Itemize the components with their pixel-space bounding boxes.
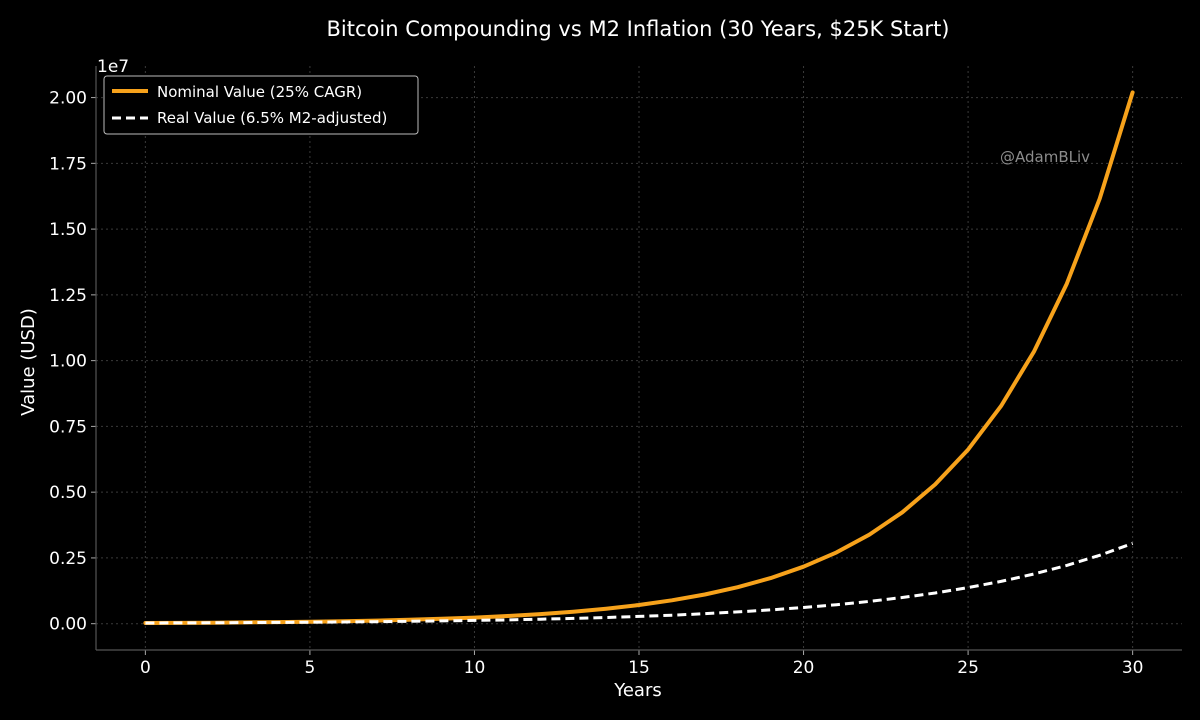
chart-title: Bitcoin Compounding vs M2 Inflation (30 … xyxy=(327,17,950,41)
y-tick-label: 1.25 xyxy=(49,286,87,306)
series-lines xyxy=(143,90,1135,625)
y-tick-label: 2.00 xyxy=(49,89,87,109)
y-tick-label: 1.75 xyxy=(49,154,87,174)
x-axis-label: Years xyxy=(613,680,662,701)
legend-label-real: Real Value (6.5% M2-adjusted) xyxy=(157,109,387,127)
x-tick-label: 15 xyxy=(628,658,650,678)
series-line-real xyxy=(145,541,1134,625)
y-axis-label: Value (USD) xyxy=(18,308,39,416)
axes: 0 5 10 15 20 25 30 0.00 0.25 0.50 0.75 1.00 1.25 1.50… xyxy=(49,66,1182,678)
y-tick-label: 1.50 xyxy=(49,220,87,240)
y-tick-label: 0.75 xyxy=(49,417,87,437)
series-line-nominal xyxy=(143,90,1135,625)
x-tick-label: 5 xyxy=(304,658,315,678)
y-tick-label: 1.00 xyxy=(49,352,87,372)
legend-box xyxy=(103,75,419,135)
x-tick-label: 10 xyxy=(464,658,486,678)
x-tick-label: 20 xyxy=(793,658,815,678)
y-tick-label: 0.25 xyxy=(49,549,87,569)
legend-label-nominal: Nominal Value (25% CAGR) xyxy=(157,83,362,101)
x-tick-label: 25 xyxy=(957,658,979,678)
y-offset-label: 1e7 xyxy=(97,57,129,77)
watermark: @AdamBLiv xyxy=(1000,148,1090,166)
x-tick-label: 0 xyxy=(140,658,151,678)
x-tick-label: 30 xyxy=(1122,658,1144,678)
y-tick-label: 0.00 xyxy=(49,615,87,635)
legend: Nominal Value (25% CAGR) Real Value (6.5… xyxy=(103,75,419,135)
y-tick-label: 0.50 xyxy=(49,483,87,503)
